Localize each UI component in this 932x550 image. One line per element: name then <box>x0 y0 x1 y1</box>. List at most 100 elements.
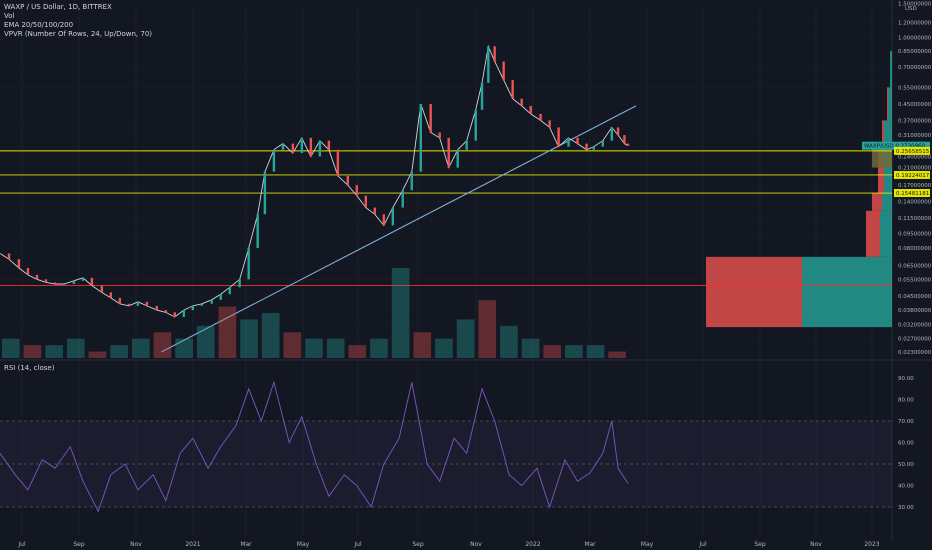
x-tick-label: Mar <box>584 541 596 548</box>
price-candle <box>567 138 569 147</box>
y-tick-label: 0.70000000 <box>898 65 932 71</box>
rsi-tick-label: 30.00 <box>898 505 914 511</box>
x-tick-label: Nov <box>810 541 822 548</box>
price-candle <box>487 46 489 83</box>
price-candle <box>627 144 629 146</box>
price-candle <box>282 144 284 150</box>
y-tick-label: 0.14000000 <box>898 199 932 205</box>
vpvr-up-bar <box>880 211 892 257</box>
rsi-legend[interactable]: RSI (14, close) <box>4 364 54 372</box>
y-tick-label: 0.55000000 <box>898 85 932 91</box>
price-candle <box>457 150 459 168</box>
price-candle <box>45 279 47 282</box>
volume-bar <box>89 352 107 358</box>
price-candle <box>54 282 56 284</box>
price-candle <box>356 185 358 195</box>
volume-bar <box>45 345 63 358</box>
price-candle <box>623 135 625 143</box>
y-tick-label: 0.85000000 <box>898 49 932 55</box>
rsi-tick-label: 70.00 <box>898 419 914 425</box>
price-candle <box>128 304 130 306</box>
price-candle <box>374 208 376 215</box>
price-candle <box>220 294 222 300</box>
legend-vpvr[interactable]: VPVR (Number Of Rows, 24, Up/Down, 70) <box>4 30 152 39</box>
price-tag-level: 0.19224017 <box>896 173 930 179</box>
volume-bar <box>543 345 561 358</box>
y-tick-label: 0.03800000 <box>898 308 932 314</box>
x-tick-label: Sep <box>412 541 424 548</box>
rsi-tick-label: 80.00 <box>898 398 914 404</box>
price-candle <box>466 141 468 150</box>
volume-bar <box>262 313 280 358</box>
x-tick-label: Sep <box>754 541 766 548</box>
price-candle <box>211 300 213 304</box>
price-candle <box>0 253 1 254</box>
price-candle <box>529 106 531 114</box>
price-candle <box>119 298 121 304</box>
price-candle <box>27 268 29 275</box>
volume-bar <box>327 339 345 358</box>
y-tick-label: 0.21000000 <box>898 166 932 172</box>
volume-bar <box>413 332 431 358</box>
price-candle <box>520 99 522 106</box>
price-candle <box>617 127 619 135</box>
price-candle <box>392 208 394 226</box>
price-candle <box>73 281 75 284</box>
price-candle <box>438 132 440 137</box>
rsi-tick-label: 50.00 <box>898 462 914 468</box>
y-tick-label: 1.00000000 <box>898 35 932 41</box>
vpvr-down-bar <box>866 211 880 257</box>
vpvr-down-bar <box>706 257 802 327</box>
legend-title[interactable]: WAXP / US Dollar, 1D, BITTREX <box>4 3 112 12</box>
volume-bar <box>219 307 237 358</box>
price-candle <box>602 141 604 147</box>
x-tick-label: May <box>641 541 654 548</box>
price-candle <box>201 304 203 306</box>
y-tick-label: 0.09500000 <box>898 232 932 238</box>
price-candle <box>264 172 266 215</box>
price-candle <box>292 144 294 153</box>
price-candle <box>420 104 422 172</box>
price-candle <box>548 120 550 127</box>
price-candle <box>429 104 431 132</box>
price-candle <box>91 278 93 286</box>
vpvr-up-bar <box>802 257 892 327</box>
price-candle <box>576 138 578 144</box>
volume-bar <box>457 319 475 358</box>
price-candle <box>36 275 38 279</box>
x-tick-label: 2022 <box>525 541 540 548</box>
vpvr-up-bar <box>884 168 892 193</box>
volume-bar <box>24 345 42 358</box>
x-tick-label: Jul <box>353 541 362 548</box>
price-candle <box>301 138 303 153</box>
price-candle <box>183 310 185 317</box>
x-tick-label: Nov <box>130 541 142 548</box>
price-candle <box>174 312 176 317</box>
rsi-tick-label: 60.00 <box>898 441 914 447</box>
price-candle <box>8 253 10 259</box>
price-candle <box>347 176 349 185</box>
legend-vol[interactable]: Vol <box>4 12 14 21</box>
volume-bar <box>175 339 193 358</box>
y-tick-label: 0.08000000 <box>898 246 932 252</box>
vpvr-down-bar <box>872 193 882 211</box>
y-tick-label: 0.02700000 <box>898 337 932 343</box>
price-candle <box>557 127 559 146</box>
price-candle <box>502 61 504 80</box>
legend-ema[interactable]: EMA 20/50/100/200 <box>4 21 73 30</box>
rsi-tick-label: 40.00 <box>898 484 914 490</box>
volume-bar <box>608 352 626 358</box>
price-candle <box>539 114 541 121</box>
price-candle <box>481 83 483 110</box>
price-candle <box>247 248 249 279</box>
volume-bar <box>284 332 302 358</box>
volume-bar <box>132 339 150 358</box>
price-tag-level: 0.15481181 <box>896 191 929 197</box>
price-candle <box>192 306 194 310</box>
x-tick-label: 2021 <box>185 541 200 548</box>
vpvr-up-bar <box>888 87 892 120</box>
price-candle <box>273 150 275 172</box>
price-candle <box>137 302 139 306</box>
